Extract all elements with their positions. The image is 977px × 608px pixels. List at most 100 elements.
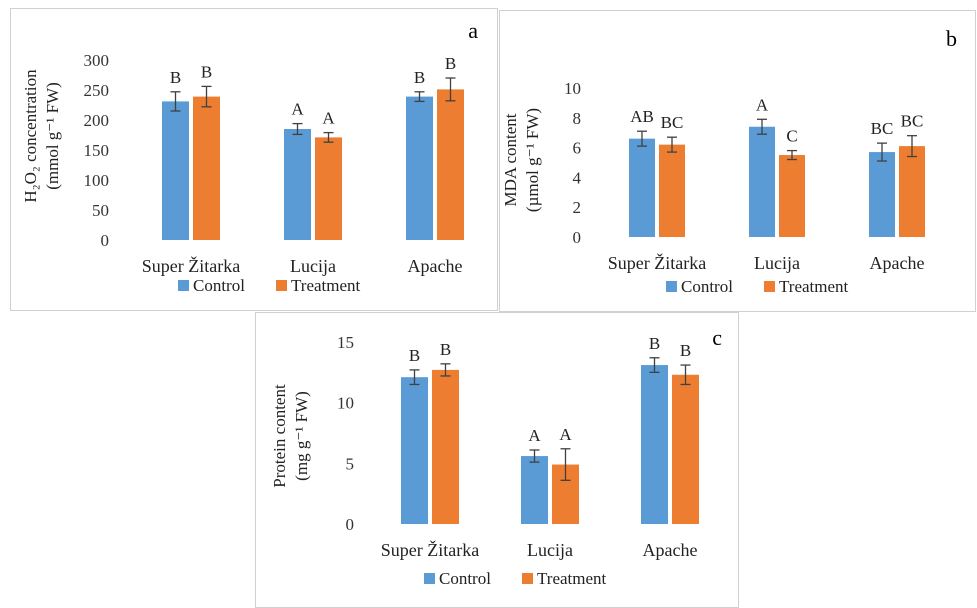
chart-panel-b: 0 2 4 6 8 10 MDA content (µmol g⁻¹ FW) AB BC Super… [499,10,976,312]
x-category-label: Super Žitarka [608,252,706,273]
chart-panel-c: 0 5 10 15 Protein content (mg g⁻¹ FW) B B Super … [255,312,739,608]
x-category-label: Super Žitarka [142,255,240,276]
y-tick-label: 150 [84,141,110,160]
y-tick-label: 0 [573,228,582,247]
y-axis-title: MDA content [501,113,520,206]
significance-letter: A [528,426,541,445]
error-bar [445,77,456,102]
panel-label: b [946,26,957,51]
y-tick-label: 5 [346,454,355,473]
legend-swatch-treatment [764,281,775,292]
x-category-label: Lucija [290,256,336,276]
significance-letter: BC [871,119,894,138]
significance-letter: B [680,341,691,360]
x-category-label: Lucija [527,540,573,560]
error-bar [409,369,420,386]
bar-treatment [779,155,805,237]
y-tick-label: 10 [564,79,581,98]
significance-letter: C [786,127,797,146]
y-tick-label: 6 [573,139,582,158]
bar-control [641,365,668,524]
panel-frame [499,10,976,312]
significance-letter: B [414,68,425,87]
error-bar [560,448,571,481]
bar-treatment [315,137,342,240]
y-axis-title: Protein content [270,384,289,488]
panel-label: a [468,18,478,43]
y-tick-label: 10 [337,394,354,413]
y-tick-label: 4 [573,168,582,187]
bar-control [629,138,655,237]
bar-control [284,129,311,240]
y-tick-label: 8 [573,109,582,128]
error-bar [907,135,917,158]
significance-letter: B [440,340,451,359]
error-bar [292,122,303,136]
error-bar [170,91,181,112]
bar-control [406,96,433,240]
error-bar [757,118,767,135]
significance-letter: BC [661,113,684,132]
legend-label: Treatment [291,276,361,295]
y-axis-unit: (mmol g⁻¹ FW) [43,82,62,190]
bar-treatment [193,96,220,240]
y-tick-label: 50 [92,201,109,220]
x-category-label: Apache [643,540,698,560]
y-tick-label: 250 [84,81,110,100]
error-bar [323,131,334,143]
bar-treatment [437,89,464,241]
significance-letter: BC [901,112,924,131]
bar-control [869,152,895,237]
panel-label: c [712,325,722,350]
y-axis-unit: (µmol g⁻¹ FW) [523,108,542,212]
legend-label: Treatment [537,569,607,588]
y-tick-label: 2 [573,198,582,217]
significance-letter: A [322,109,335,128]
panel-frame [10,8,498,311]
y-tick-label: 0 [346,515,355,534]
bar-control [749,126,775,237]
bar-treatment [659,144,685,237]
legend-swatch-control [178,280,189,291]
significance-letter: A [559,425,572,444]
y-tick-label: 300 [84,51,110,70]
legend-swatch-control [666,281,677,292]
legend-label: Control [681,277,733,296]
bar-control [401,377,428,524]
bar-control [162,101,189,241]
significance-letter: AB [630,107,654,126]
y-axis-unit: (mg g⁻¹ FW) [292,391,311,481]
x-category-label: Apache [870,253,925,273]
x-category-label: Apache [408,256,463,276]
error-bar [440,363,451,377]
error-bar [787,149,797,161]
legend-label: Control [439,569,491,588]
significance-letter: B [170,68,181,87]
significance-letter: B [445,54,456,73]
legend-label: Control [193,276,245,295]
y-tick-label: 100 [84,171,110,190]
chart-panel-a: 0 50 100 150 200 250 300 H₂O₂ concentration (mmo… [10,8,498,311]
y-tick-label: 0 [101,231,110,250]
significance-letter: A [756,95,769,114]
error-bar [414,91,425,103]
bar-treatment [899,146,925,237]
error-bar [877,142,887,162]
significance-letter: B [409,346,420,365]
error-bar [529,449,540,463]
error-bar [637,130,647,147]
bar-treatment [432,369,459,524]
y-tick-label: 15 [337,333,354,352]
legend-swatch-treatment [276,280,287,291]
y-tick-label: 200 [84,111,110,130]
error-bar [649,357,660,373]
legend-swatch-control [424,573,435,584]
bar-treatment [672,374,699,524]
legend-label: Treatment [779,277,849,296]
x-category-label: Super Žitarka [381,539,479,560]
legend-swatch-treatment [522,573,533,584]
significance-letter: A [291,100,304,119]
error-bar [667,136,677,153]
error-bar [680,364,691,386]
error-bar [201,85,212,108]
